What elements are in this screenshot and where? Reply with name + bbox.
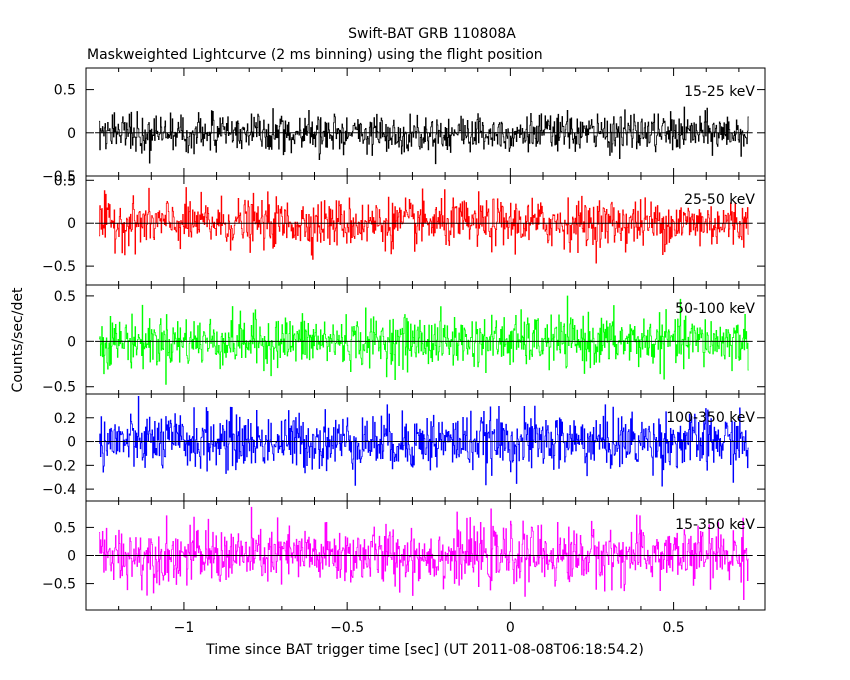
x-tick-label: −1 [174,620,195,636]
band-label-1: 15-25 keV [684,84,755,100]
panel-4: 0.2 0 −0.2 −0.4 100-350 keV [42,393,766,502]
y-tick-label: 0 [67,435,76,451]
x-tick-label: 0 [506,620,515,636]
y-tick-label: 0 [67,126,76,142]
band-label-5: 15-350 keV [675,517,755,533]
y-tick-label: 0.5 [54,83,76,99]
series-line-1 [99,106,749,165]
x-tick-label: −0.5 [330,620,364,636]
panel-2: 0.5 0 −0.5 25-50 keV [42,173,766,286]
panel-3: 0.5 0 −0.5 50-100 keV [42,284,766,396]
y-tick-label: −0.4 [42,482,76,498]
series-line-3 [99,295,749,385]
y-tick-label: −0.5 [42,577,76,593]
y-tick-label: 0 [67,334,76,350]
y-axis-label: Counts/sec/det [10,287,26,392]
y-tick-label: 0.2 [54,411,76,427]
band-label-4: 100-350 keV [666,410,755,426]
y-tick-label: 0 [67,216,76,232]
y-tick-label: −0.5 [42,259,76,275]
series-line-5 [99,506,749,601]
series-line-2 [99,187,749,264]
y-tick-label: −0.5 [42,380,76,396]
panels-group: 0.5 0 −0.5 15-25 keV 0.5 0 −0.5 25-50 keV 0.5 0 −0… [42,67,766,611]
chart-title-line1: Swift-BAT GRB 110808A [348,26,516,42]
x-tick-label: 0.5 [662,620,684,636]
y-tick-label: −0.5 [42,169,76,185]
band-label-3: 50-100 keV [675,301,755,317]
x-axis-label: Time since BAT trigger time [sec] (UT 20… [205,642,644,658]
y-tick-label: −0.2 [42,458,76,474]
y-tick-label: 0.5 [54,289,76,305]
band-label-2: 25-50 keV [684,192,755,208]
panel-1: 0.5 0 −0.5 15-25 keV [42,67,766,185]
x-axis: −1 −0.5 0 0.5 [118,68,740,636]
y-tick-label: 0.5 [54,520,76,536]
y-tick-label: 0 [67,549,76,565]
panel-5: 0.5 0 −0.5 15-350 keV [42,500,766,611]
chart-title-line2: Maskweighted Lightcurve (2 ms binning) u… [87,47,543,63]
y-tick-label: 0.5 [54,173,76,189]
